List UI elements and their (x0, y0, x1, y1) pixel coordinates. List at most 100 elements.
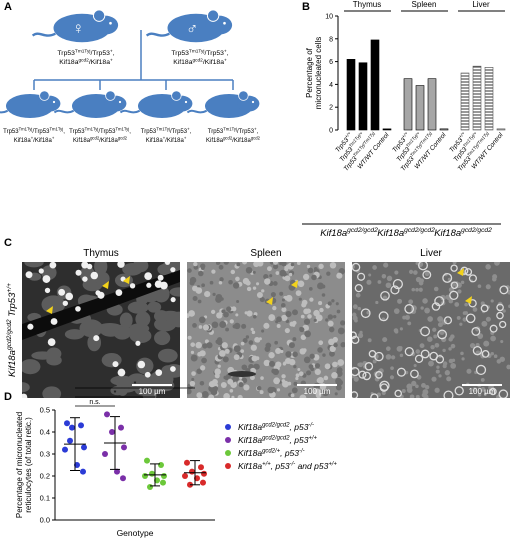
texture (472, 387, 478, 393)
superscript: + (52, 136, 55, 141)
mouse-eye (184, 100, 188, 104)
texture (490, 335, 496, 342)
texture (170, 297, 176, 303)
legend-marker (225, 424, 231, 430)
texture (329, 262, 337, 269)
texture (379, 380, 390, 391)
texture (191, 371, 196, 376)
texture (251, 330, 256, 335)
texture (25, 271, 33, 279)
superscript: + (187, 127, 190, 132)
legend-label: Kif18a+/+, p53-/- and p53+/+ (238, 461, 337, 471)
texture (480, 304, 489, 313)
superscript: -/- (290, 462, 296, 468)
texture (418, 262, 428, 271)
superscript: +/+ (401, 130, 409, 139)
texture (415, 287, 419, 292)
texture (242, 337, 248, 344)
mouse-tail (119, 109, 141, 114)
text-segment: /Kif18a (165, 138, 184, 144)
offspring-genotype: Trp53Tm1Tyj/Trp53+, (208, 127, 259, 135)
bar (460, 72, 470, 131)
superscript: Tm1Tyj (75, 48, 91, 54)
superscript: + (31, 136, 34, 141)
data-point (81, 444, 87, 451)
texture (304, 330, 312, 338)
texture (411, 287, 416, 292)
bar (370, 39, 380, 131)
texture (187, 268, 192, 273)
texture (303, 356, 311, 364)
text-segment: /Kif18a (232, 138, 251, 144)
text-segment: Kif18a (59, 59, 78, 66)
texture (154, 280, 163, 288)
texture (443, 316, 453, 325)
y-tick-label: 2 (329, 105, 333, 112)
texture (211, 321, 219, 329)
texture (212, 292, 216, 296)
text-segment: Kif18a (146, 138, 164, 144)
texture (299, 394, 307, 398)
bar (415, 85, 425, 131)
texture (81, 262, 89, 269)
texture (157, 274, 164, 281)
texture (229, 388, 234, 393)
text-segment: Kif18a (238, 461, 262, 471)
texture (255, 338, 261, 343)
texture (394, 389, 402, 398)
texture (295, 376, 299, 381)
texture (147, 301, 162, 313)
texture (292, 309, 298, 316)
offspring-genotype: Trp53Tm1Tyj/Trp53Tm1Tyj, (3, 127, 65, 135)
texture (355, 292, 361, 298)
texture (309, 353, 315, 359)
bar (382, 128, 392, 131)
texture (267, 386, 275, 394)
texture (380, 290, 390, 301)
texture (427, 336, 433, 342)
texture (500, 339, 504, 344)
texture (297, 368, 301, 372)
texture (146, 282, 152, 288)
texture (386, 275, 393, 282)
texture (337, 327, 345, 335)
texture (22, 270, 180, 340)
y-tick-label: 8 (329, 36, 333, 43)
texture (223, 262, 229, 265)
texture (438, 374, 442, 378)
panel-label: C (4, 237, 12, 249)
texture (204, 339, 209, 344)
texture (308, 364, 314, 370)
texture (208, 381, 216, 388)
bar (439, 128, 449, 131)
texture (329, 350, 335, 357)
texture (196, 392, 203, 398)
panel-label: D (4, 391, 12, 403)
texture (219, 277, 224, 282)
data-point (182, 473, 188, 479)
texture (302, 348, 307, 353)
offspring-genotype: Trp53Tm1Tyj/Trp53+, (141, 127, 192, 135)
texture (101, 352, 122, 368)
text-segment: Kif18a (73, 138, 91, 144)
texture (281, 379, 286, 383)
texture (292, 320, 297, 325)
texture (354, 284, 363, 293)
texture (340, 320, 345, 326)
texture (419, 343, 425, 349)
texture (299, 327, 305, 333)
texture (243, 384, 250, 391)
superscript: + (254, 127, 257, 132)
texture (437, 329, 448, 340)
texture (457, 289, 462, 294)
superscript: +/+ (328, 462, 337, 468)
texture (444, 370, 450, 376)
arrowhead (291, 280, 298, 288)
texture (86, 263, 93, 270)
data-point (62, 446, 68, 453)
texture (267, 266, 272, 272)
texture (480, 387, 486, 392)
texture (372, 359, 377, 364)
texture (485, 316, 491, 322)
mouse-tail (0, 109, 9, 114)
